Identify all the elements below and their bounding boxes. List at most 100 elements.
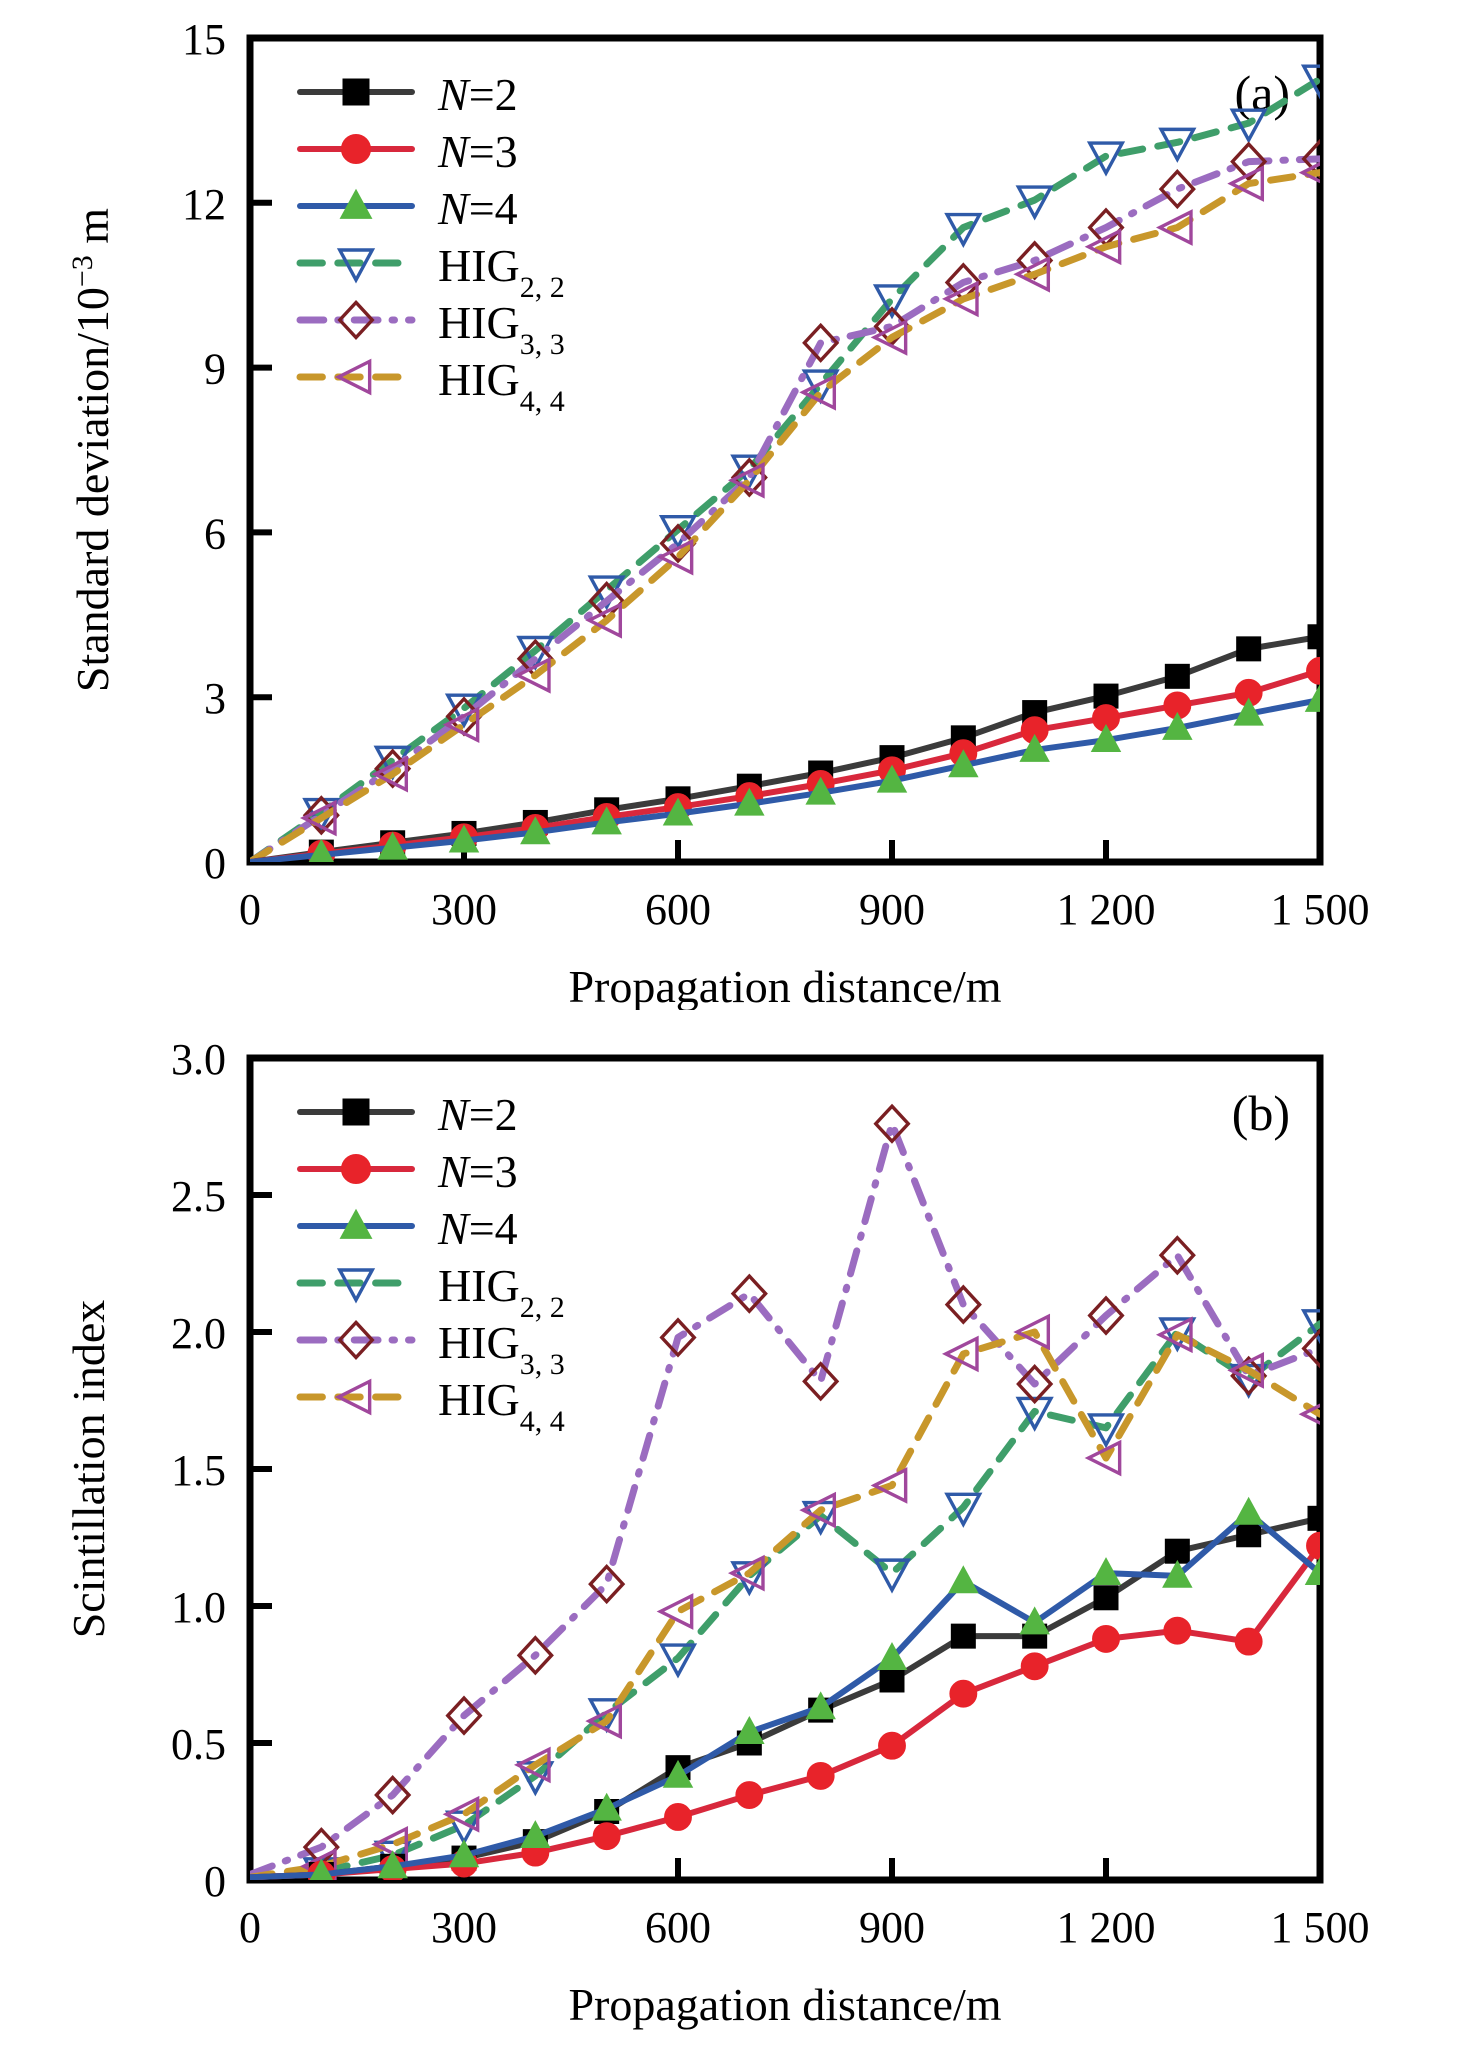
series-marker [806,1761,835,1790]
series-marker [1158,1317,1197,1353]
legend-item-N-4[interactable]: N=4 [297,183,518,234]
series-marker [948,1565,979,1594]
legend-marker-sample [336,248,376,284]
series-marker [873,306,911,347]
legend-item-N-3[interactable]: N=3 [297,126,518,177]
series-line [250,667,1320,862]
series-marker [591,806,622,835]
data-area [250,64,1320,862]
series-marker [944,1284,982,1325]
series-marker [1307,1505,1320,1531]
legend-marker-sample [334,1378,372,1416]
series-marker [588,1564,626,1605]
series-marker [1162,1559,1193,1588]
series-marker [520,1820,551,1849]
y-tick-label: 1.0 [171,1583,226,1632]
series-marker [658,1643,698,1679]
series-marker [1090,724,1122,752]
legend-label: HIG2, 2 [438,240,565,304]
chart-panel-b: 0 0.5 1.0 1.5 2.0 2.5 3.0 0 300 600 900 1 200 1 500 P… [0,1000,1476,2067]
series-marker [1016,1364,1054,1405]
series-marker [1230,1355,1268,1396]
legend-label: HIG3, 3 [438,297,565,361]
series-marker [585,601,623,639]
series-marker [1300,1309,1320,1345]
series-marker [879,1667,905,1693]
series-marker [442,706,480,744]
data-area [250,1103,1320,1880]
series-marker [1019,733,1050,762]
series-marker [520,816,551,845]
series-marker [1093,1585,1119,1611]
x-tick-label: 0 [239,885,261,934]
series-line [250,633,1320,862]
series-line [250,1509,1320,1880]
series-marker [662,1759,694,1788]
series-marker [1158,169,1196,210]
x-axis-ticks: 0 300 600 900 1 200 1 500 [239,840,1370,934]
y-tick-label: 3.0 [171,1035,226,1084]
plot-frame [246,1054,1324,1884]
series-marker [735,1781,764,1809]
series-marker [377,1850,408,1879]
x-tick-label: 1 200 [1057,1903,1156,1952]
legend-item-HIG4-4[interactable]: HIG4, 4 [296,1374,565,1438]
series-marker [799,1491,837,1529]
series-marker [1304,683,1320,712]
legend-marker-sample [339,188,373,219]
legend-label: N=2 [437,1089,518,1140]
x-tick-label: 0 [239,1903,261,1952]
y-tick-label: 0 [204,1857,226,1906]
legend-item-N-2[interactable]: N=2 [297,69,518,120]
x-tick-label: 900 [859,885,925,934]
series-marker [1016,240,1054,281]
legend-label: HIG4, 4 [438,354,565,418]
series-marker [1086,1413,1126,1449]
legend-item-HIG2-2[interactable]: HIG2, 2 [296,240,565,304]
legend-marker-sample [339,1208,373,1239]
series-marker [876,1642,908,1670]
legend-marker-sample [337,299,375,341]
series-marker [585,1702,623,1740]
legend-item-N-3[interactable]: N=3 [297,1146,518,1197]
series-marker [656,1593,694,1630]
x-axis-ticks: 0 300 600 900 1 200 1 500 [239,1858,1370,1952]
legend-label: N=2 [437,69,518,120]
series-marker [442,1795,480,1833]
series-HIG4-4 [250,1313,1320,1880]
legend-item-HIG4-4[interactable]: HIG4, 4 [296,354,565,418]
x-tick-label: 300 [431,885,497,934]
series-marker [591,1792,622,1821]
y-tick-label: 2.0 [171,1309,226,1358]
legend-label: HIG4, 4 [438,1374,565,1438]
legend-item-HIG3-3[interactable]: HIG3, 3 [296,1317,565,1381]
series-N-3 [250,1531,1320,1880]
x-tick-label: 1 200 [1057,885,1156,934]
series-marker [1307,624,1320,650]
series-line [250,1515,1320,1880]
series-marker [1229,108,1268,144]
series-marker [873,1103,911,1144]
series-marker [1229,1363,1268,1400]
series-marker [1236,1522,1262,1548]
chart-panel-a: 0 3 6 9 12 15 0 300 600 900 1 200 1 500 Propagation … [0,0,1476,1010]
series-marker [1013,255,1051,293]
series-marker [1298,1403,1320,1425]
legend-item-HIG2-2[interactable]: HIG2, 2 [296,1260,565,1324]
series-marker [1084,1439,1122,1477]
series-marker [802,322,840,363]
series-marker [734,787,765,816]
series-marker [727,1554,765,1592]
legend-item-N-2[interactable]: N=2 [297,1089,518,1140]
series-line [250,169,1320,862]
legend-item-N-4[interactable]: N=4 [297,1203,518,1254]
series-marker [1092,1624,1120,1653]
x-tick-label: 300 [431,1903,497,1952]
series-marker [734,1715,765,1744]
legend-item-HIG3-3[interactable]: HIG3, 3 [296,297,565,361]
series-marker [1015,1396,1054,1432]
series-marker [872,284,912,320]
y-tick-label: 15 [182,15,226,64]
